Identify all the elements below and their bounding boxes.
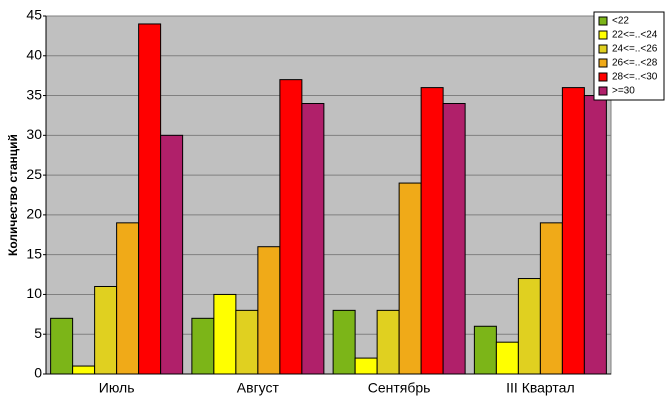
y-tick-label: 5: [34, 325, 42, 341]
bar: [442, 103, 466, 375]
legend-label: 22<=..<24: [612, 30, 658, 41]
legend-label: >=30: [612, 86, 635, 97]
y-tick-label: 30: [26, 126, 42, 142]
y-tick-label: 0: [34, 365, 42, 381]
x-tick-label: Июль: [99, 380, 135, 396]
y-axis-label: Количество станций: [6, 134, 20, 256]
bar: [191, 317, 215, 375]
y-tick-label: 25: [26, 166, 42, 182]
bar: [398, 182, 422, 375]
bar: [539, 222, 563, 375]
legend-swatch: [598, 30, 608, 40]
y-tick-label: 45: [26, 7, 42, 23]
bar: [583, 95, 607, 375]
y-tick-label: 20: [26, 206, 42, 222]
bar: [279, 79, 303, 375]
legend-swatch: [598, 72, 608, 82]
y-tick-label: 40: [26, 46, 42, 62]
legend-label: 28<=..<30: [612, 72, 658, 83]
y-tick-label: 35: [26, 86, 42, 102]
bar: [376, 309, 400, 375]
legend-label: <22: [612, 16, 629, 27]
legend-swatch: [598, 16, 608, 26]
bar: [235, 309, 259, 375]
legend-swatch: [598, 58, 608, 68]
legend-label: 24<=..<26: [612, 44, 658, 55]
bar: [332, 309, 356, 375]
bar: [213, 293, 237, 375]
bar: [495, 341, 519, 375]
y-tick-label: 10: [26, 285, 42, 301]
x-tick-label: Август: [237, 380, 280, 396]
bar: [473, 325, 497, 375]
bar: [50, 317, 74, 375]
y-tick-label: 15: [26, 245, 42, 261]
bar: [138, 23, 162, 375]
legend-swatch: [598, 86, 608, 96]
bar: [517, 278, 541, 375]
legend-label: 26<=..<28: [612, 58, 658, 69]
bar: [561, 87, 585, 375]
legend-swatch: [598, 44, 608, 54]
bar: [160, 134, 184, 375]
bar: [420, 87, 444, 375]
bar: [354, 357, 378, 375]
x-tick-label: Сентябрь: [368, 380, 431, 396]
legend: [593, 11, 665, 101]
bar: [116, 222, 140, 375]
x-tick-label: III Квартал: [506, 380, 574, 396]
bar: [257, 246, 281, 375]
bar: [72, 365, 96, 375]
bar: [301, 103, 325, 375]
bar: [94, 285, 118, 375]
